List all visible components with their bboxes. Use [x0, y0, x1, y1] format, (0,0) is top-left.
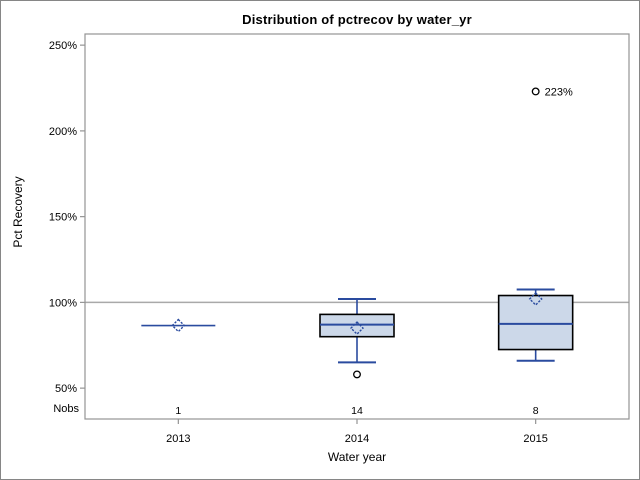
outlier-marker-2015	[531, 87, 540, 96]
y-tick-label: 100%	[49, 297, 77, 309]
y-tick-label: 250%	[49, 40, 77, 52]
mean-marker-2015	[528, 291, 543, 306]
y-tick-label: 200%	[49, 126, 77, 138]
x-tick-label: 2014	[345, 433, 369, 445]
nobs-value: 1	[175, 405, 181, 417]
nobs-value: 8	[533, 405, 539, 417]
y-tick-label: 150%	[49, 212, 77, 224]
mean-marker-2014	[350, 321, 364, 336]
outlier-value-label: 223%	[545, 86, 573, 98]
chart-title: Distribution of pctrecov by water_yr	[242, 12, 472, 27]
x-tick-label: 2015	[523, 433, 547, 445]
y-tick-label: 50%	[55, 383, 77, 395]
nobs-row-label: Nobs	[53, 403, 79, 415]
x-tick-label: 2013	[166, 433, 190, 445]
mean-marker-2013	[171, 318, 186, 333]
outlier-marker-2014	[353, 370, 361, 379]
nobs-value: 14	[351, 405, 363, 417]
box-2015	[497, 294, 574, 351]
x-axis-title: Water year	[327, 450, 387, 464]
